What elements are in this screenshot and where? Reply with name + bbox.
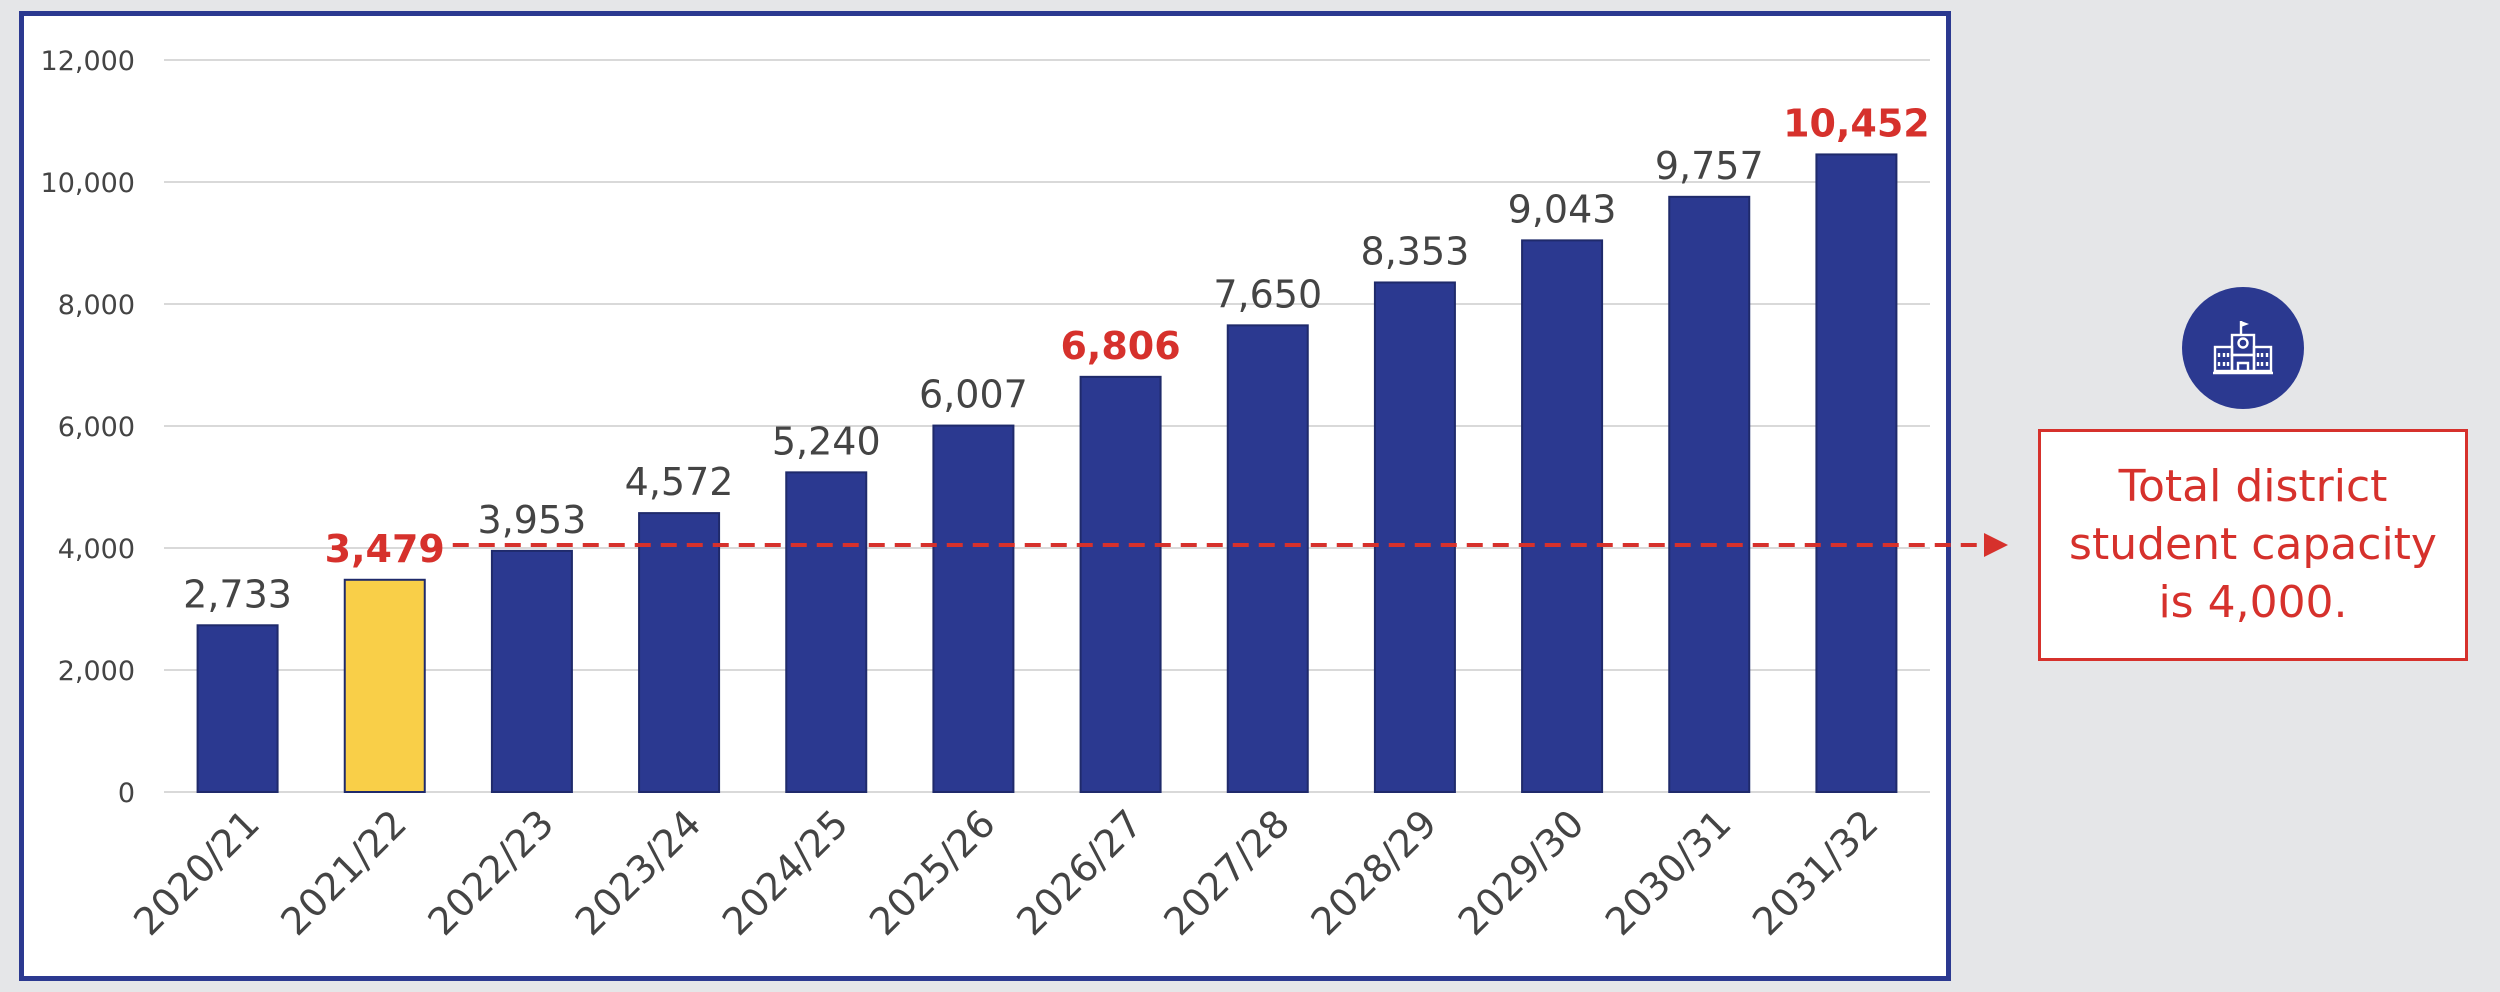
y-tick-label: 4,000 [58, 534, 135, 565]
data-label: 7,650 [1213, 272, 1322, 316]
data-label: 9,043 [1508, 187, 1617, 231]
y-tick-label: 8,000 [58, 290, 135, 321]
data-label: 10,452 [1783, 101, 1930, 145]
bar [1373, 281, 1456, 793]
bar [1226, 324, 1309, 793]
capacity-arrow-head [1984, 533, 2008, 557]
bar [1668, 195, 1751, 793]
data-label: 5,240 [772, 419, 881, 463]
bar [1815, 153, 1898, 794]
data-label: 3,953 [478, 498, 587, 542]
capacity-callout: Total district student capacity is 4,000… [2038, 429, 2468, 661]
data-label: 4,572 [625, 460, 734, 504]
data-label: 6,806 [1060, 324, 1180, 368]
bar [1079, 375, 1162, 793]
capacity-callout-text: Total district student capacity is 4,000… [2069, 461, 2437, 628]
chart-panel: 0 2,000 4,000 6,000 8,000 10,000 12,000 2,733 3… [19, 11, 1951, 981]
data-label: 6,007 [919, 373, 1028, 417]
bar [196, 624, 279, 793]
bar [490, 549, 573, 793]
data-label: 9,757 [1655, 144, 1764, 188]
data-label: 3,479 [325, 527, 445, 571]
data-label: 8,353 [1361, 229, 1470, 273]
y-tick-label: 6,000 [58, 412, 135, 443]
bars [196, 153, 1898, 794]
y-tick-label: 0 [118, 778, 135, 809]
bar [343, 578, 426, 793]
data-label: 2,733 [183, 572, 292, 616]
y-tick-label: 2,000 [58, 656, 135, 687]
data-labels: 2,733 3,479 3,953 4,572 5,240 6,007 6,806 7,650… [183, 101, 1930, 616]
bar [785, 471, 868, 793]
bar [638, 512, 721, 793]
school-icon-badge [2182, 287, 2304, 409]
bar [1521, 239, 1604, 793]
y-tick-label: 12,000 [41, 46, 135, 77]
bar [932, 424, 1015, 793]
y-tick-label: 10,000 [41, 168, 135, 199]
school-building-icon [2213, 321, 2273, 375]
grid-lines [164, 59, 1930, 793]
y-axis-ticks: 0 2,000 4,000 6,000 8,000 10,000 12,000 [41, 46, 135, 809]
bar-chart: 0 2,000 4,000 6,000 8,000 10,000 12,000 2,733 3… [41, 46, 1930, 944]
